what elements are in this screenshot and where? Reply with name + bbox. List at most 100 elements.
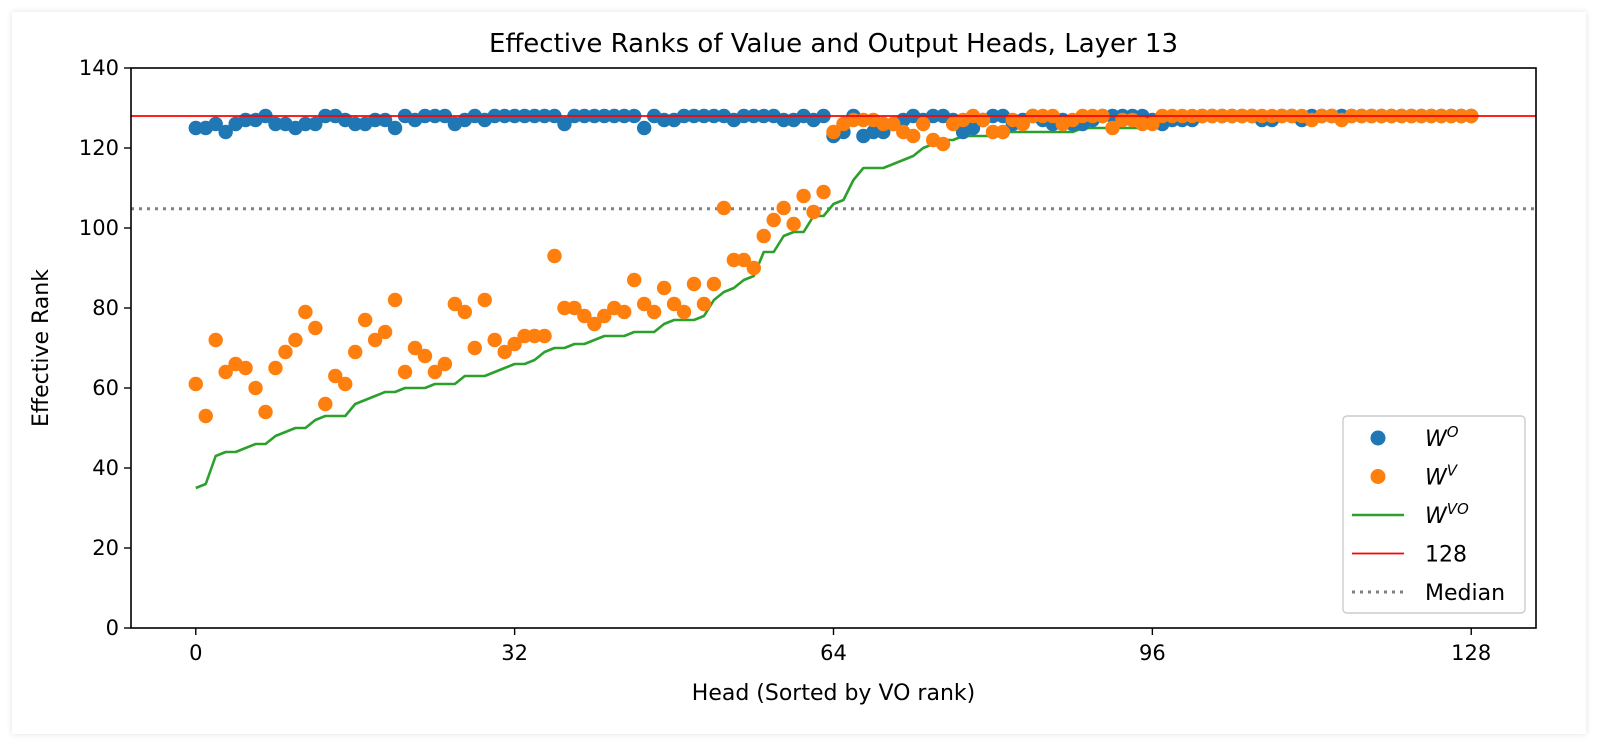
wv-point	[407, 340, 423, 356]
legend-label: WO	[1425, 423, 1459, 452]
wv-point	[238, 360, 253, 376]
wv-point	[258, 404, 273, 420]
wv-point	[308, 320, 323, 336]
wvo-series-line	[195, 114, 1472, 490]
legend-box	[1342, 415, 1526, 614]
wv-point	[1145, 116, 1160, 132]
wv-point	[716, 200, 732, 216]
legend-label: Median	[1425, 581, 1505, 606]
x-tick-label: 96	[1139, 641, 1166, 665]
wv-point	[537, 328, 552, 344]
wv-point	[328, 368, 343, 384]
wo-point	[208, 116, 223, 132]
wv-point	[766, 212, 781, 228]
wv-point	[557, 300, 572, 316]
wv-point	[826, 124, 841, 140]
wv-point	[786, 216, 801, 232]
wv-point	[985, 124, 1001, 140]
legend-entry-wv: WV	[1370, 462, 1459, 491]
legend-entry-128: 128	[1352, 543, 1467, 568]
y-tick-label: 20	[92, 536, 119, 560]
wv-point	[188, 376, 203, 392]
wv-point	[268, 360, 283, 376]
wv-point	[577, 308, 592, 324]
wv-point	[706, 276, 722, 292]
wv-point	[656, 280, 672, 296]
plot-marks	[131, 108, 1536, 490]
y-tick-label: 140	[79, 56, 119, 80]
wo-point	[965, 120, 981, 136]
wv-point	[447, 296, 463, 312]
ticks: 0 32 64 96 128 0 20 40 60 80 100 120 140	[79, 56, 1491, 665]
wv-point	[617, 304, 632, 320]
wv-point	[995, 124, 1011, 140]
legend-label: WVO	[1425, 500, 1469, 529]
wv-point	[318, 396, 333, 412]
y-tick-label: 120	[79, 136, 119, 160]
wo-point	[268, 116, 283, 132]
wv-point	[906, 128, 921, 144]
wv-point	[776, 200, 791, 216]
legend-entry-wvo: WVO	[1352, 500, 1469, 529]
wv-point	[676, 304, 692, 320]
wo-point	[387, 120, 403, 136]
legend-entry-wo: WO	[1370, 423, 1459, 452]
wv-point	[726, 252, 742, 268]
y-tick-label: 80	[92, 296, 119, 320]
wv-point	[487, 332, 502, 348]
legend-label: WV	[1425, 462, 1459, 491]
wv-point	[517, 328, 532, 344]
wo-point	[298, 116, 313, 132]
wv-point	[477, 292, 492, 308]
wv-point	[298, 304, 313, 320]
wv-point	[427, 364, 443, 380]
x-tick-label: 32	[501, 641, 528, 665]
wv-point	[816, 184, 831, 200]
wo-point	[866, 124, 881, 140]
wv-point	[377, 324, 393, 340]
wv-point	[437, 356, 453, 372]
legend-marker	[1370, 469, 1386, 484]
wv-point	[278, 344, 293, 360]
x-tick-label: 128	[1451, 641, 1491, 665]
wv-point	[736, 252, 752, 268]
wv-point	[636, 296, 652, 312]
wv-point	[935, 136, 951, 152]
wv-point	[1105, 120, 1120, 136]
wv-point	[746, 260, 761, 276]
wv-point	[208, 332, 223, 348]
wv-point	[467, 340, 482, 356]
wv-point	[567, 300, 582, 316]
wv-point	[218, 364, 233, 380]
wo-point	[308, 116, 323, 132]
wo-point	[218, 124, 233, 140]
y-tick-label: 40	[92, 456, 119, 480]
y-axis-label: Effective Rank	[29, 269, 54, 427]
wv-point	[547, 248, 562, 264]
wv-point	[796, 188, 811, 204]
wo-point	[188, 120, 203, 136]
legend-label: 128	[1425, 543, 1467, 568]
x-axis-label: Head (Sorted by VO rank)	[692, 681, 975, 706]
legend: WO WV WVO 128 Median	[1342, 415, 1526, 614]
wv-point	[387, 292, 403, 308]
wv-point	[367, 332, 383, 348]
wv-point	[457, 304, 473, 320]
wv-point	[338, 376, 353, 392]
wv-point	[288, 332, 303, 348]
wv-point	[915, 116, 931, 132]
wv-point	[756, 228, 771, 244]
wv-point	[646, 304, 662, 320]
y-tick-label: 100	[79, 216, 119, 240]
legend-entry-median: Median	[1352, 581, 1505, 606]
wo-point	[636, 120, 652, 136]
wv-point	[696, 296, 712, 312]
wv-point	[527, 328, 542, 344]
wv-point	[666, 296, 682, 312]
x-tick-label: 0	[189, 641, 202, 665]
wv-point	[597, 308, 612, 324]
wv-point	[397, 364, 413, 380]
wv-point	[627, 272, 642, 288]
wo-point	[348, 116, 363, 132]
wv-point	[876, 116, 891, 132]
